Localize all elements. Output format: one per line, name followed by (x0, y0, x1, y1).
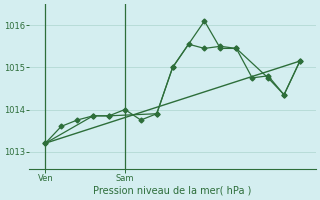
X-axis label: Pression niveau de la mer( hPa ): Pression niveau de la mer( hPa ) (93, 186, 252, 196)
